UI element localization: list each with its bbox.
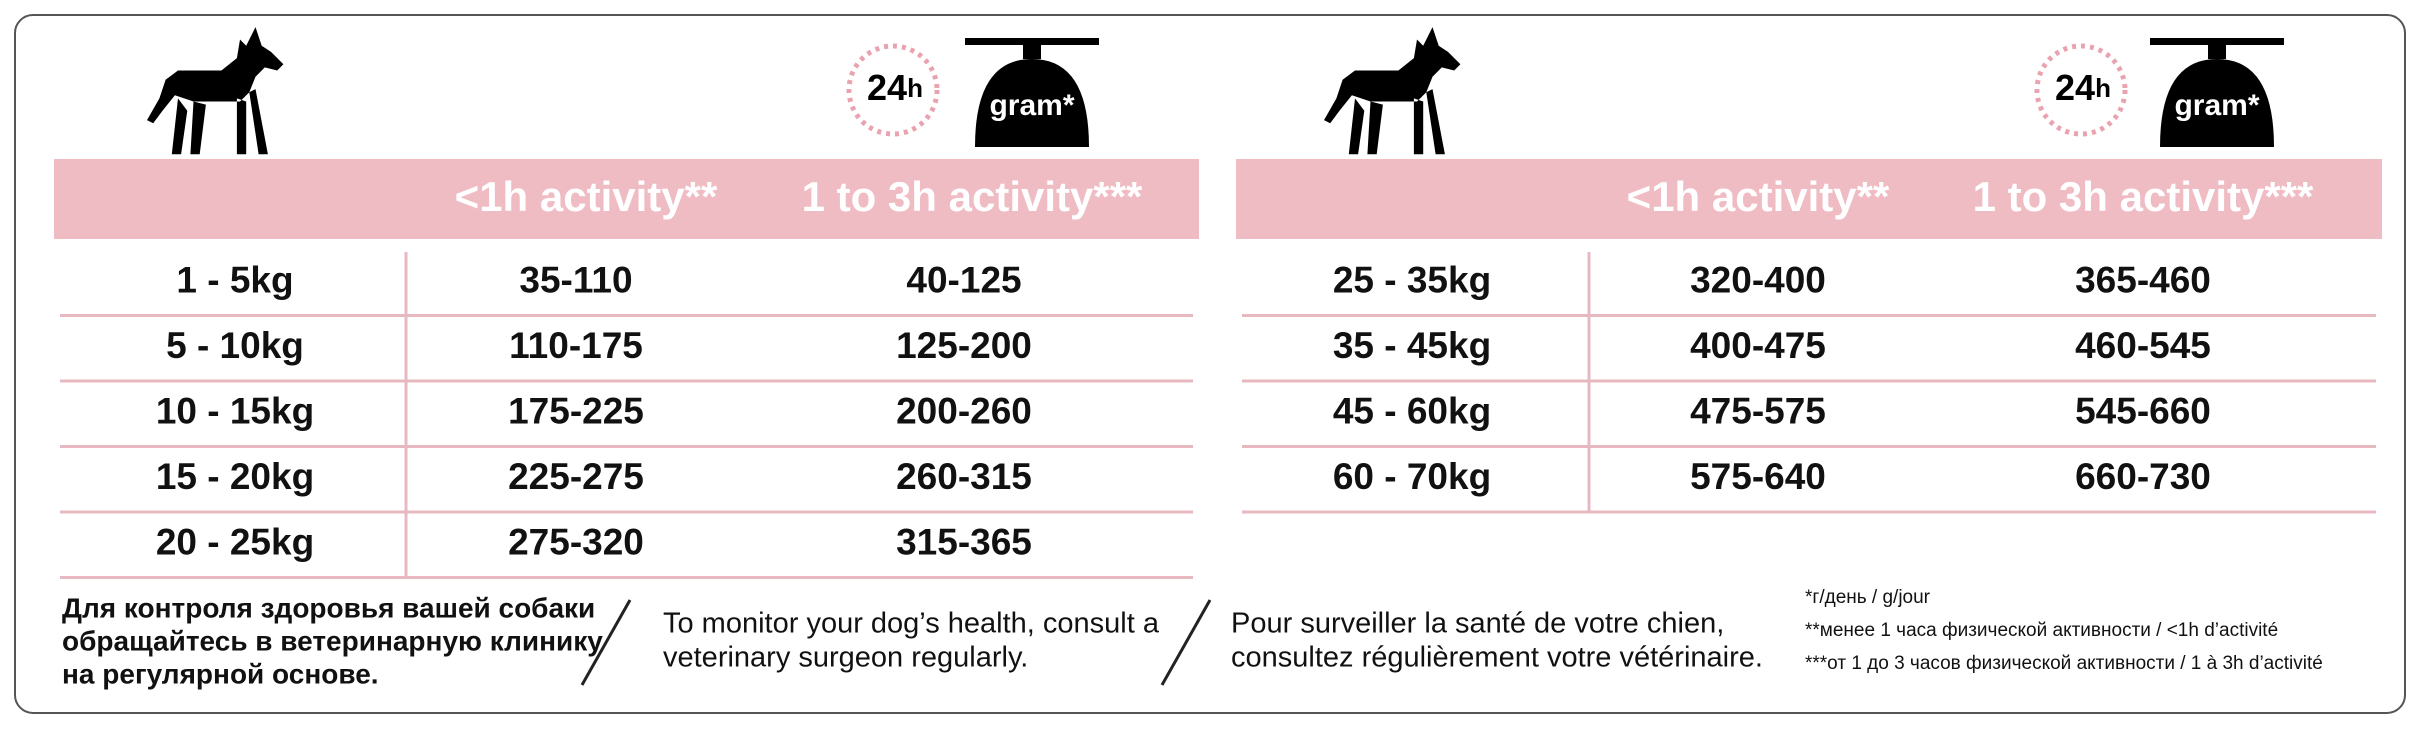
table-cell: 660-730 — [2075, 456, 2211, 497]
header-band — [54, 159, 1199, 239]
table-cell: 175-225 — [508, 391, 644, 432]
table-cell: 15 - 20kg — [156, 456, 314, 497]
note-line: Pour surveiller la santé de votre chien, — [1231, 608, 1724, 640]
note-line: на регулярной основе. — [62, 658, 379, 689]
table-cell: 320-400 — [1690, 260, 1826, 301]
scale-stem — [1023, 45, 1041, 59]
clock-label: 24h — [867, 67, 923, 108]
note-line: consultez régulièrement votre vétérinair… — [1231, 642, 1763, 674]
scale-stem — [2208, 45, 2226, 59]
table-cell: 35 - 45kg — [1333, 325, 1491, 366]
table-cell: 40-125 — [906, 260, 1021, 301]
separator — [580, 599, 632, 686]
table-cell: 545-660 — [2075, 391, 2211, 432]
footnote: **менее 1 часа физической активности / <… — [1805, 620, 2278, 641]
note-line: Для контроля здоровья вашей собаки — [62, 592, 595, 623]
footnote: *г/день / g/jour — [1805, 587, 1931, 608]
note-line: обращайтесь в ветеринарную клинику — [62, 625, 603, 656]
clock-icon — [846, 43, 940, 137]
table-cell: 260-315 — [896, 456, 1032, 497]
footnote: ***от 1 до 3 часов физической активности… — [1805, 653, 2323, 674]
dog-icon — [147, 27, 284, 155]
table-cell: 25 - 35kg — [1333, 260, 1491, 301]
table-cell: 400-475 — [1690, 325, 1826, 366]
table-cell: 110-175 — [509, 325, 643, 366]
header-band — [1236, 159, 2382, 239]
table-cell: 315-365 — [896, 522, 1032, 563]
table-cell: 45 - 60kg — [1333, 391, 1491, 432]
table-cell: 200-260 — [896, 391, 1032, 432]
clock-number: 24 — [2055, 67, 2095, 108]
table-cell: 225-275 — [508, 456, 644, 497]
clock-unit: h — [907, 73, 923, 103]
column-header: <1h activity** — [455, 173, 718, 220]
table-cell: 125-200 — [896, 325, 1032, 366]
table-cell: 1 - 5kg — [176, 260, 293, 301]
column-header: 1 to 3h activity*** — [1973, 173, 2314, 220]
note-line: veterinary surgeon regularly. — [663, 642, 1028, 674]
scale-body — [975, 59, 1089, 147]
scale-label: gram* — [2174, 89, 2259, 122]
table-cell: 60 - 70kg — [1333, 456, 1491, 497]
clock-number: 24 — [867, 67, 907, 108]
scale-body — [2160, 59, 2274, 147]
clock-icon — [2034, 43, 2128, 137]
table-cell: 10 - 15kg — [156, 391, 314, 432]
scale-bar — [965, 38, 1099, 45]
scale-label: gram* — [989, 89, 1074, 122]
table-cell: 20 - 25kg — [156, 522, 314, 563]
table-cell: 460-545 — [2075, 325, 2211, 366]
clock-unit: h — [2095, 73, 2111, 103]
table-cell: 275-320 — [508, 522, 644, 563]
note-line: To monitor your dog’s health, consult a — [663, 608, 1160, 640]
table-cell: 475-575 — [1690, 391, 1826, 432]
table-cell: 365-460 — [2075, 260, 2211, 301]
table-cell: 5 - 10kg — [166, 325, 304, 366]
clock-label: 24h — [2055, 67, 2111, 108]
dog-icon — [1324, 27, 1461, 155]
table-cell: 575-640 — [1690, 456, 1826, 497]
scale-bar — [2150, 38, 2284, 45]
column-header: 1 to 3h activity*** — [802, 173, 1143, 220]
column-header: <1h activity** — [1627, 173, 1890, 220]
separator — [1160, 599, 1212, 686]
table-cell: 35-110 — [519, 260, 632, 301]
